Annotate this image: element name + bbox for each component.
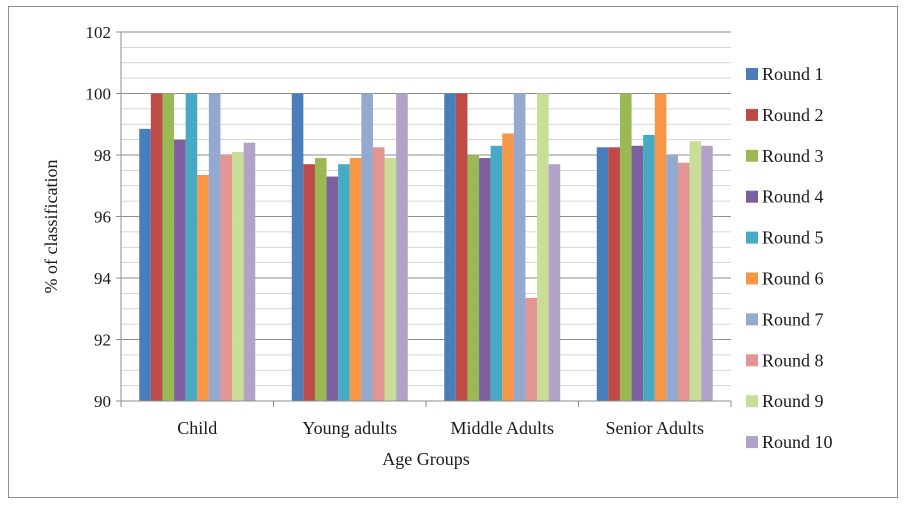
bar [513,93,526,401]
bar [243,142,256,401]
bar [654,93,667,401]
legend-label: Round 3 [762,146,824,166]
y-tick-labels: 90 92 94 96 98 100 102 [86,23,112,411]
legend-item: Round 6 [746,269,824,289]
legend-item: Round 5 [746,228,824,248]
bar [677,162,690,401]
bar [208,93,221,401]
y-tick-label: 90 [94,392,111,411]
legend-item: Round 8 [746,350,824,370]
bar [150,93,163,401]
bar [502,133,514,401]
bar [455,93,468,401]
x-category-label: Middle Adults [450,418,554,438]
y-axis-title: % of classification [41,160,61,294]
bar [666,155,678,401]
legend-swatch [746,108,758,121]
bar [314,158,327,401]
bar [689,141,702,401]
legend: Round 1 Round 2 Round 3 Round 4 Round 5 Round… [746,64,833,452]
legend-label: Round 7 [762,309,824,329]
y-tick-label: 98 [94,146,111,165]
legend-label: Round 5 [762,228,824,248]
x-axis-title: Age Groups [382,449,470,469]
legend-item: Round 4 [746,187,824,207]
legend-label: Round 2 [762,105,824,125]
y-tick-label: 92 [94,331,111,350]
bar [185,93,198,401]
legend-swatch [746,313,758,326]
bar [467,155,480,401]
legend-item: Round 7 [746,309,824,329]
bar [349,158,362,401]
legend-swatch [746,395,758,408]
bar [619,93,632,401]
bars [139,93,713,402]
legend-swatch [746,68,758,80]
y-tick-label: 102 [86,23,112,42]
x-category-label: Senior Adults [605,418,704,438]
bar-chart: 90 92 94 96 98 100 102 Child Young adults Middle… [41,23,833,469]
bar [396,93,408,401]
legend-swatch [746,149,758,162]
bar [479,158,491,401]
legend-swatch [746,436,758,449]
bar [232,151,244,401]
bar [220,155,233,401]
legend-label: Round 1 [762,64,824,84]
bar [303,164,315,401]
legend-label: Round 9 [762,391,824,411]
legend-label: Round 8 [762,350,824,370]
legend-swatch [746,190,758,203]
bar [361,93,373,401]
bar [596,147,609,401]
y-tick-label: 96 [94,208,111,227]
y-tick-label: 94 [94,269,112,288]
bar [537,93,549,401]
bar [197,174,209,401]
legend-label: Round 10 [762,432,833,452]
bar [643,135,655,401]
legend-label: Round 4 [762,187,824,207]
bar [384,158,397,401]
bar [701,145,713,401]
legend-label: Round 6 [762,269,824,289]
legend-item: Round 9 [746,391,824,411]
legend-swatch [746,272,758,285]
bar [326,176,339,401]
legend-item: Round 1 [746,64,824,84]
chart-frame: 90 92 94 96 98 100 102 Child Young adults Middle… [8,6,898,498]
axes [116,31,732,407]
y-tick-label: 100 [86,85,112,104]
bar [548,164,561,401]
legend-item: Round 10 [746,432,833,452]
x-category-label: Young adults [302,418,397,438]
bar [631,145,644,401]
bar [608,147,620,401]
bar [490,145,503,401]
bar [525,297,538,401]
x-category-labels: Child Young adults Middle Adults Senior Adu… [177,418,704,438]
legend-item: Round 3 [746,146,824,166]
legend-item: Round 2 [746,105,824,125]
bar [162,93,175,401]
legend-swatch [746,354,758,367]
bar [372,147,385,401]
bar [444,93,456,401]
x-category-label: Child [177,418,217,438]
bar [174,139,186,402]
bar [338,164,350,401]
bar [291,93,304,401]
bar [139,128,151,402]
legend-swatch [746,231,758,244]
